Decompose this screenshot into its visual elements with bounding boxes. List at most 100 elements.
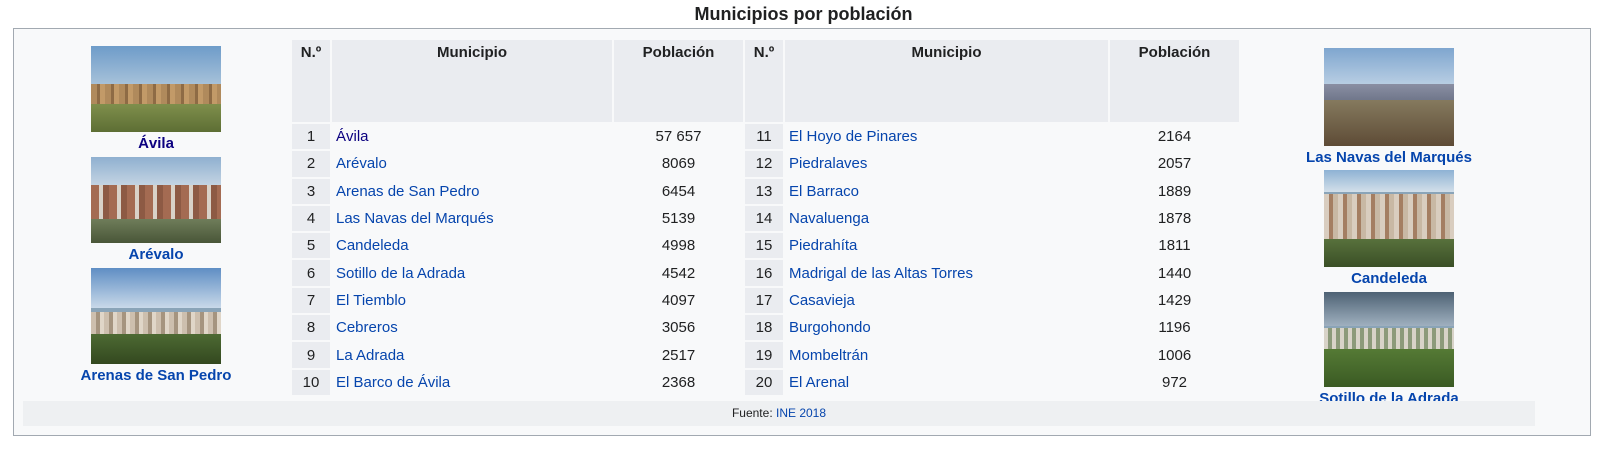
population-cell: 6454 [661,182,696,200]
municipio-cell: Cebreros [332,315,612,340]
photo-caption-candeleda[interactable]: Candeleda [1351,270,1427,287]
municipio-link[interactable]: La Adrada [336,346,405,364]
municipio-link[interactable]: Casavieja [789,291,855,309]
photo-item: Sotillo de la Adrada [1289,292,1489,407]
municipio-cell: Casavieja [785,288,1108,313]
header-poblacion: Población [614,40,743,122]
municipio-link[interactable]: El Barco de Ávila [336,373,451,391]
municipio-cell: Mombeltrán [785,342,1108,367]
population-cell: 3056 [661,319,696,337]
municipio-cell: El Hoyo de Pinares [785,124,1108,149]
rank-cell: 16 [745,260,783,286]
rank-cell: 20 [745,369,783,395]
rank-cell: 5 [292,233,330,259]
table-caption: Municipios por población [694,4,913,24]
population-cell: 972 [1161,373,1188,391]
candeleda-photo[interactable] [1324,170,1454,267]
source-footer: Fuente: INE 2018 [23,401,1535,426]
municipio-link[interactable]: Sotillo de la Adrada [336,264,466,282]
photo-item: Las Navas del Marqués [1289,48,1489,166]
table-row: 2 Arévalo 8069 12 Piedralaves 2057 [292,151,1239,177]
arenas-de-san-pedro-photo[interactable] [91,268,221,364]
rank-cell: 3 [292,178,330,204]
rank-cell: 10 [292,369,330,395]
table-row: 8 Cebreros 3056 18 Burgohondo 1196 [292,315,1239,341]
population-cell: 1811 [1158,237,1191,255]
rank-cell: 14 [745,205,783,232]
arevalo-photo[interactable] [91,157,221,243]
photo-item: Arenas de San Pedro [56,268,256,384]
municipio-link[interactable]: Ávila [336,128,369,146]
photo-item: Arévalo [56,157,256,263]
municipio-link[interactable]: Piedralaves [789,155,868,173]
municipio-link[interactable]: Burgohondo [789,319,871,337]
table-row: 3 Arenas de San Pedro 6454 13 El Barraco 1889 [292,178,1239,204]
municipio-cell: Ávila [332,124,612,149]
rank-cell: 19 [745,342,783,368]
table-row: 10 El Barco de Ávila 2368 20 El Arenal 972 [292,369,1239,395]
source-link[interactable]: INE 2018 [776,406,827,420]
municipio-link[interactable]: Arenas de San Pedro [336,182,480,200]
photo-caption-las-navas-del-marques[interactable]: Las Navas del Marqués [1306,149,1472,166]
table-row: 6 Sotillo de la Adrada 4542 16 Madrigal de l… [292,260,1239,286]
municipio-cell: Sotillo de la Adrada [332,260,612,285]
population-cell: 1196 [1158,319,1191,337]
municipio-link[interactable]: Cebreros [336,319,398,337]
municipio-link[interactable]: El Tiemblo [336,291,407,309]
sotillo-de-la-adrada-photo[interactable] [1324,292,1454,387]
table-row: 5 Candeleda 4998 15 Piedrahíta 1811 [292,233,1239,259]
population-cell: 1006 [1157,346,1192,364]
municipio-link[interactable]: Arévalo [336,155,387,173]
municipio-cell: Candeleda [332,233,612,258]
rank-cell: 1 [292,124,330,150]
table-row: 4 Las Navas del Marqués 5139 14 Navaluenga 18… [292,205,1239,232]
municipio-link[interactable]: Candeleda [336,237,409,255]
population-cell: 2164 [1157,128,1192,146]
population-cell: 4998 [661,237,696,255]
population-cell: 1878 [1157,210,1192,228]
photo-item: Ávila [56,46,256,152]
avila-photo[interactable] [91,46,221,132]
municipio-cell: El Tiemblo [332,288,612,313]
rank-cell: 12 [745,151,783,177]
municipio-cell: El Barco de Ávila [332,370,612,395]
municipio-link[interactable]: Las Navas del Marqués [336,210,494,228]
table-row: 1 Ávila 57 657 11 El Hoyo de Pinares 2164 [292,124,1239,150]
las-navas-del-marques-photo[interactable] [1324,48,1454,146]
photo-caption-arenas-de-san-pedro[interactable]: Arenas de San Pedro [80,367,232,384]
population-cell: 57 657 [655,128,702,146]
table-row: 7 El Tiemblo 4097 17 Casavieja 1429 [292,287,1239,314]
municipio-cell: Piedralaves [785,151,1108,176]
population-cell: 5139 [661,210,696,228]
municipio-link[interactable]: El Arenal [789,373,850,391]
header-municipio: Municipio [332,40,612,122]
photo-item: Candeleda [1289,170,1489,287]
photo-caption-arevalo[interactable]: Arévalo [128,246,184,263]
municipio-link[interactable]: Madrigal de las Altas Torres [789,264,973,282]
rank-cell: 15 [745,233,783,259]
header-num: N.º [292,40,330,122]
rank-cell: 11 [745,124,783,150]
municipio-link[interactable]: Mombeltrán [789,346,869,364]
population-cell: 4097 [661,291,696,309]
population-cell: 8069 [661,155,696,173]
municipio-link[interactable]: Navaluenga [789,210,870,228]
table-row: 9 La Adrada 2517 19 Mombeltrán 1006 [292,342,1239,368]
municipio-cell: Piedrahíta [785,233,1108,258]
photo-caption-avila[interactable]: Ávila [138,135,174,152]
table-body: 1 Ávila 57 657 11 El Hoyo de Pinares 2164 2 Aré… [292,124,1239,395]
source-label: Fuente: [731,406,773,420]
population-cell: 2368 [661,373,696,391]
population-cell: 2057 [1157,155,1192,173]
rank-cell: 13 [745,178,783,204]
rank-cell: 7 [292,287,330,314]
header-num-2: N.º [745,40,783,122]
municipio-cell: Arévalo [332,151,612,176]
municipio-link[interactable]: Piedrahíta [789,237,858,255]
municipio-cell: Madrigal de las Altas Torres [785,260,1108,285]
population-table: N.º Municipio Población N.º Municipio Po… [290,38,1241,397]
population-cell: 1889 [1157,182,1192,200]
municipio-link[interactable]: El Barraco [789,182,860,200]
municipio-link[interactable]: El Hoyo de Pinares [789,128,918,146]
municipio-cell: La Adrada [332,342,612,367]
